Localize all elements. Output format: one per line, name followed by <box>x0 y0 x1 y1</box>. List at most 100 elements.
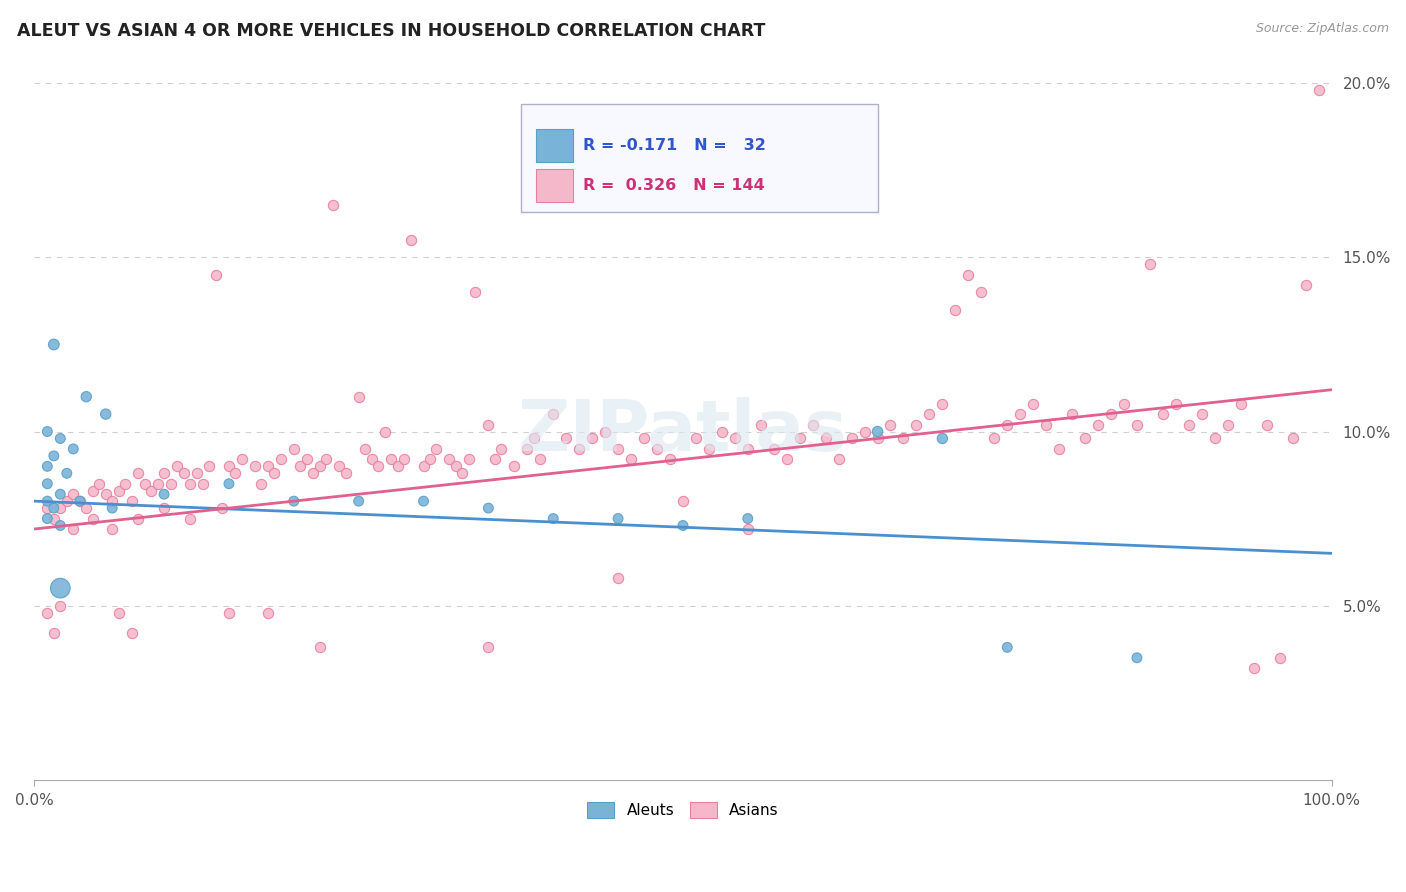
Point <box>1268 650 1291 665</box>
Point <box>101 501 124 516</box>
Text: ZIPatlas: ZIPatlas <box>517 397 848 466</box>
Point <box>477 501 499 516</box>
Point <box>166 459 188 474</box>
Point <box>322 198 344 212</box>
Point <box>970 285 993 300</box>
Point <box>516 442 538 456</box>
Point <box>42 501 65 516</box>
Point <box>1062 407 1084 421</box>
Point <box>335 467 357 481</box>
Point <box>918 407 941 421</box>
Point <box>37 494 59 508</box>
Point <box>360 452 382 467</box>
Point <box>645 442 668 456</box>
Point <box>139 483 162 498</box>
Point <box>198 459 221 474</box>
Point <box>37 459 59 474</box>
FancyBboxPatch shape <box>520 104 877 212</box>
Point <box>607 442 630 456</box>
Point <box>1087 417 1109 432</box>
Point <box>270 452 292 467</box>
Point <box>801 417 824 432</box>
Point <box>458 452 481 467</box>
Point <box>1204 432 1226 446</box>
Point <box>392 452 415 467</box>
Point <box>380 452 402 467</box>
Point <box>179 476 201 491</box>
Point <box>328 459 350 474</box>
Point <box>283 494 305 508</box>
Point <box>101 494 124 508</box>
Point <box>308 640 330 655</box>
Point <box>89 476 111 491</box>
Point <box>173 467 195 481</box>
Point <box>957 268 980 282</box>
Point <box>412 494 434 508</box>
Point <box>82 511 104 525</box>
Point <box>724 432 747 446</box>
Point <box>62 487 84 501</box>
Point <box>1243 661 1265 675</box>
Point <box>218 459 240 474</box>
Point <box>42 626 65 640</box>
Point <box>995 640 1018 655</box>
Point <box>114 476 136 491</box>
Point <box>983 432 1005 446</box>
Point <box>568 442 591 456</box>
Point <box>354 442 377 456</box>
Point <box>1047 442 1070 456</box>
Point <box>49 501 72 516</box>
Point <box>439 452 461 467</box>
Point <box>315 452 337 467</box>
Point <box>776 452 799 467</box>
Point <box>581 432 603 446</box>
Point <box>49 518 72 533</box>
Point <box>107 483 129 498</box>
Point <box>107 606 129 620</box>
Point <box>607 571 630 585</box>
Point <box>1074 432 1097 446</box>
Point <box>231 452 253 467</box>
Point <box>75 390 97 404</box>
Point <box>529 452 551 467</box>
Text: ALEUT VS ASIAN 4 OR MORE VEHICLES IN HOUSEHOLD CORRELATION CHART: ALEUT VS ASIAN 4 OR MORE VEHICLES IN HOU… <box>17 22 765 40</box>
Point <box>127 467 149 481</box>
Point <box>121 626 143 640</box>
Point <box>42 511 65 525</box>
Point <box>737 511 759 525</box>
Point <box>633 432 655 446</box>
Point <box>49 432 72 446</box>
Point <box>1229 397 1251 411</box>
Point <box>412 459 434 474</box>
Point <box>737 522 759 536</box>
Point <box>146 476 169 491</box>
Point <box>659 452 682 467</box>
Point <box>931 397 953 411</box>
Point <box>1216 417 1239 432</box>
Point <box>263 467 285 481</box>
Point <box>491 442 513 456</box>
Point <box>1191 407 1213 421</box>
Point <box>257 606 280 620</box>
Point <box>814 432 837 446</box>
Point <box>905 417 928 432</box>
Point <box>1022 397 1045 411</box>
Bar <box>536 169 572 202</box>
Point <box>1112 397 1135 411</box>
Bar <box>536 128 572 162</box>
Point <box>866 425 889 439</box>
Point <box>1281 432 1303 446</box>
Point <box>893 432 915 446</box>
Point <box>347 390 370 404</box>
Point <box>218 606 240 620</box>
Point <box>1152 407 1174 421</box>
Point <box>218 476 240 491</box>
Point <box>1295 278 1317 293</box>
Point <box>1308 83 1330 97</box>
Point <box>127 511 149 525</box>
Point <box>879 417 901 432</box>
Point <box>607 511 630 525</box>
Point <box>827 452 849 467</box>
Point <box>49 487 72 501</box>
Point <box>37 501 59 516</box>
